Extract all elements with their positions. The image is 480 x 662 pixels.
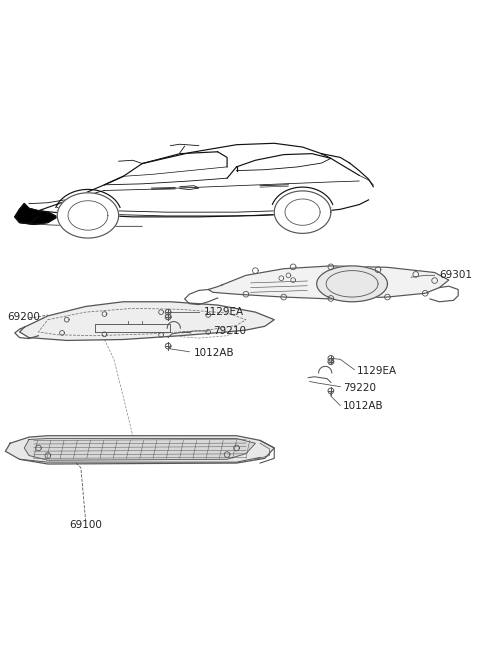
Polygon shape xyxy=(317,266,387,302)
Polygon shape xyxy=(15,204,57,224)
Text: 1129EA: 1129EA xyxy=(357,365,397,375)
Polygon shape xyxy=(208,266,449,299)
Text: 1012AB: 1012AB xyxy=(194,348,235,358)
Text: 79210: 79210 xyxy=(213,326,246,336)
Polygon shape xyxy=(20,302,274,340)
Polygon shape xyxy=(24,438,255,460)
Text: 1129EA: 1129EA xyxy=(204,307,244,317)
Text: 69301: 69301 xyxy=(439,270,472,280)
Text: 79220: 79220 xyxy=(343,383,376,393)
Text: 1012AB: 1012AB xyxy=(343,401,383,412)
Text: 69200: 69200 xyxy=(7,312,40,322)
Polygon shape xyxy=(274,191,331,234)
Polygon shape xyxy=(57,193,119,238)
Text: 69100: 69100 xyxy=(69,520,102,530)
Polygon shape xyxy=(5,436,274,464)
